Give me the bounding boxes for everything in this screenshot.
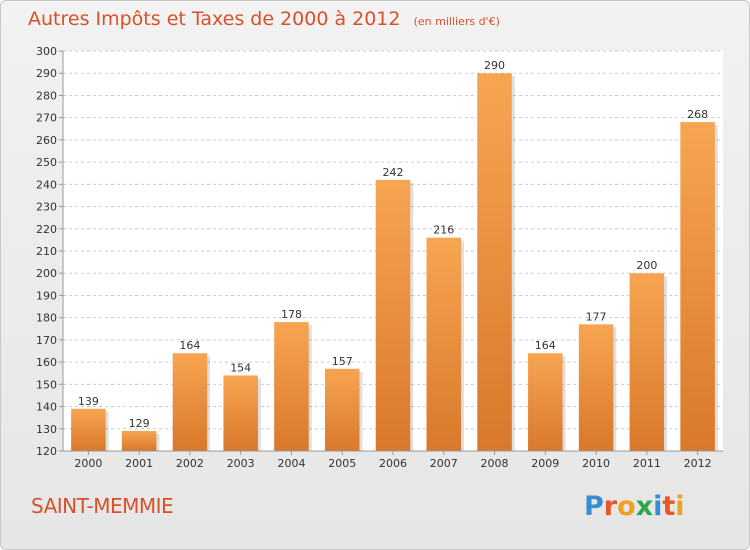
y-tick-label: 210 (36, 245, 57, 258)
bar-value-label: 216 (433, 224, 454, 237)
x-tick-label: 2003 (227, 457, 255, 470)
y-tick-label: 270 (36, 112, 57, 125)
logo-letter: r (603, 491, 618, 522)
chart-subtitle: (en milliers d'€) (413, 15, 500, 28)
y-tick-label: 190 (36, 289, 57, 302)
chart-title: Autres Impôts et Taxes de 2000 à 2012 (28, 8, 401, 30)
y-tick-label: 260 (36, 134, 57, 147)
x-tick-label: 2004 (277, 457, 305, 470)
y-tick-label: 240 (36, 178, 57, 191)
bar (477, 73, 512, 451)
bars: 139 129 164 154 178 157 242 216 290 164 177 200 268 (71, 59, 718, 451)
x-tick-label: 2008 (481, 457, 509, 470)
logo-letter: P (584, 491, 604, 522)
y-tick-label: 220 (36, 223, 57, 236)
x-tick-label: 2002 (176, 457, 204, 470)
bar (172, 353, 208, 451)
y-tick-label: 170 (36, 334, 57, 347)
bar-value-label: 139 (78, 395, 99, 408)
bar-value-label: 200 (636, 259, 657, 272)
logo-letter: o (617, 491, 636, 522)
logo-letter: i (653, 491, 663, 522)
x-tick-label: 2011 (633, 457, 661, 470)
y-tick-label: 280 (36, 89, 57, 102)
bar (578, 324, 614, 451)
bar (426, 237, 462, 451)
bar-value-label: 177 (586, 310, 607, 323)
x-tick-label: 2006 (379, 457, 407, 470)
bar-value-label: 164 (535, 339, 556, 352)
bar-value-label: 129 (129, 417, 150, 430)
y-axis-ticks: 120 130 140 150 160 170 180 190 200 210 220 230 240 2… (36, 45, 63, 458)
y-tick-label: 290 (36, 67, 57, 80)
x-tick-label: 2007 (430, 457, 458, 470)
x-tick-label: 2012 (684, 457, 712, 470)
x-tick-label: 2010 (582, 457, 610, 470)
bar-value-label: 164 (179, 339, 200, 352)
logo-letter: t (662, 491, 676, 522)
bar (528, 353, 563, 451)
y-tick-label: 130 (36, 423, 57, 436)
x-tick-label: 2009 (531, 457, 559, 470)
bar-value-label: 178 (281, 308, 302, 321)
y-tick-label: 160 (36, 356, 57, 369)
bar-value-label: 157 (332, 355, 353, 368)
x-tick-label: 2005 (328, 457, 356, 470)
commune-name: SAINT-MEMMIE (31, 494, 174, 518)
y-tick-label: 230 (36, 201, 57, 214)
bar (324, 368, 360, 451)
bar-value-label: 290 (484, 59, 505, 72)
bar-value-label: 154 (230, 361, 251, 374)
bar (274, 322, 309, 451)
x-axis-ticks: 2000 2001 2002 2003 2004 2005 2006 2007 2008 2009… (74, 451, 712, 470)
chart-title-block: Autres Impôts et Taxes de 2000 à 2012 (e… (28, 8, 500, 30)
x-tick-label: 2000 (74, 457, 102, 470)
bar (629, 273, 665, 451)
proxiti-logo: Proxiti (584, 491, 685, 522)
bar (375, 179, 411, 451)
y-tick-label: 120 (36, 445, 57, 458)
x-tick-label: 2001 (125, 457, 153, 470)
bar (680, 122, 715, 451)
bar-value-label: 242 (383, 166, 404, 179)
y-tick-label: 180 (36, 312, 57, 325)
bar-value-label: 268 (687, 108, 708, 121)
logo-letter: x (635, 491, 654, 522)
y-tick-label: 300 (36, 45, 57, 58)
y-tick-label: 140 (36, 401, 57, 414)
y-tick-label: 250 (36, 156, 57, 169)
y-tick-label: 200 (36, 267, 57, 280)
y-tick-label: 150 (36, 378, 57, 391)
bar (223, 375, 258, 451)
logo-letter: i (675, 491, 685, 522)
bar (71, 408, 106, 451)
bar (121, 431, 157, 451)
